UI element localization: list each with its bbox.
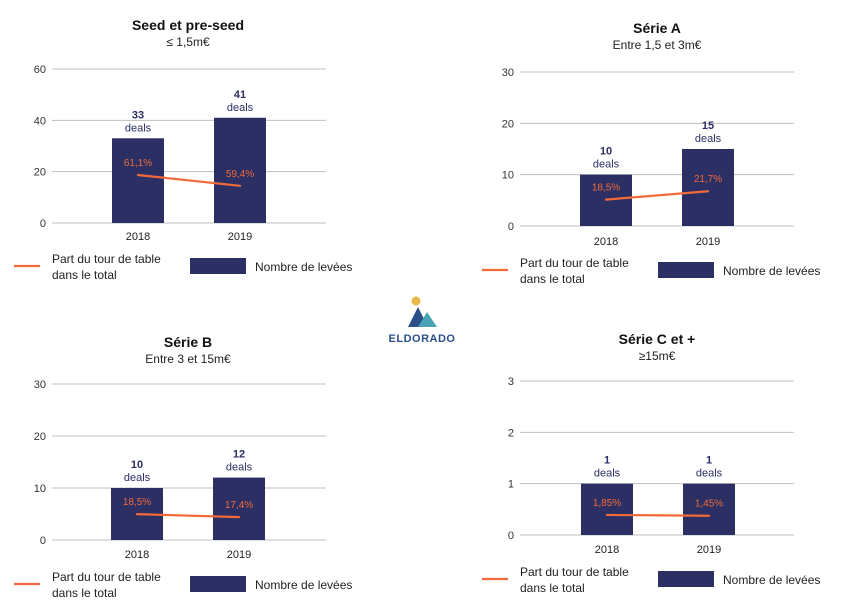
bar (213, 477, 265, 540)
bar-unit-label: deals (695, 133, 722, 145)
legend-bar-label: Nombre de levées (723, 264, 820, 278)
legend-line-label: Part du tour de table (520, 256, 629, 270)
y-tick-label: 30 (502, 67, 514, 79)
bar (683, 483, 735, 535)
bar (682, 149, 734, 226)
bar-value-label: 33 (132, 109, 144, 121)
share-value-label: 17,4% (225, 500, 253, 511)
legend-line-label: dans le total (52, 268, 117, 282)
bar-value-label: 15 (702, 120, 714, 132)
x-tick-label: 2019 (228, 231, 252, 243)
bar-unit-label: deals (594, 468, 621, 480)
y-tick-label: 20 (34, 431, 46, 443)
y-tick-label: 10 (34, 483, 46, 495)
x-tick-label: 2018 (595, 544, 619, 556)
y-tick-label: 2 (508, 427, 514, 439)
chart-subtitle: Entre 3 et 15m€ (145, 352, 231, 366)
y-tick-label: 3 (508, 376, 514, 388)
x-tick-label: 2019 (697, 544, 721, 556)
share-line (135, 513, 241, 519)
bar-value-label: 10 (131, 459, 143, 471)
x-tick-label: 2018 (594, 236, 618, 248)
legend-bar-swatch (190, 576, 246, 592)
bar-unit-label: deals (696, 468, 723, 480)
y-tick-label: 0 (508, 530, 514, 542)
legend-bar-label: Nombre de levées (723, 573, 820, 587)
logo-mountain-light-icon (418, 312, 437, 327)
share-value-label: 1,45% (695, 499, 723, 510)
y-tick-label: 60 (34, 64, 46, 76)
share-value-label: 21,7% (694, 174, 722, 185)
bar-value-label: 1 (706, 455, 712, 467)
chart-panel: Seed et pre-seed≤ 1,5m€020406033deals201… (14, 17, 352, 282)
bar-unit-label: deals (125, 122, 152, 134)
y-tick-label: 20 (502, 118, 514, 130)
legend-bar-label: Nombre de levées (255, 578, 352, 592)
logo-text: ELDORADO (389, 333, 456, 345)
bar-value-label: 1 (604, 455, 610, 467)
bar-unit-label: deals (593, 159, 620, 171)
legend-line-label: dans le total (520, 272, 585, 286)
bar-unit-label: deals (124, 472, 151, 484)
share-value-label: 59,4% (226, 169, 254, 180)
legend-line-label: Part du tour de table (520, 565, 629, 579)
bar-value-label: 10 (600, 146, 612, 158)
chart-title: Seed et pre-seed (132, 17, 244, 33)
chart-subtitle: Entre 1,5 et 3m€ (613, 38, 702, 52)
y-tick-label: 20 (34, 167, 46, 179)
legend-bar-swatch (658, 262, 714, 278)
share-value-label: 1,85% (593, 498, 621, 509)
bar-value-label: 12 (233, 449, 245, 461)
x-tick-label: 2018 (125, 549, 149, 561)
share-value-label: 61,1% (124, 158, 152, 169)
share-line (605, 513, 711, 517)
chart-title: Série C et + (619, 331, 696, 347)
legend-bar-label: Nombre de levées (255, 260, 352, 274)
chart-title: Série A (633, 20, 681, 36)
bar (214, 117, 266, 223)
share-value-label: 18,5% (592, 183, 620, 194)
chart-panel: Série C et +≥15m€01231deals20181deals201… (482, 331, 820, 595)
x-tick-label: 2019 (696, 236, 720, 248)
share-line (136, 173, 242, 187)
bar (112, 138, 164, 223)
bar (581, 483, 633, 535)
share-value-label: 18,5% (123, 497, 151, 508)
legend-bar-swatch (190, 258, 246, 274)
y-tick-label: 30 (34, 379, 46, 391)
y-tick-label: 40 (34, 115, 46, 127)
bar-unit-label: deals (227, 102, 254, 114)
bar-unit-label: deals (226, 462, 253, 474)
legend-line-label: dans le total (520, 581, 585, 595)
y-tick-label: 10 (502, 170, 514, 182)
x-tick-label: 2019 (227, 549, 251, 561)
chart-title: Série B (164, 334, 212, 350)
y-tick-label: 0 (40, 218, 46, 230)
legend-line-label: Part du tour de table (52, 570, 161, 584)
legend-bar-swatch (658, 571, 714, 587)
logo-sun-icon (411, 296, 421, 306)
bar-value-label: 41 (234, 89, 246, 101)
share-line (604, 190, 710, 201)
y-tick-label: 0 (40, 535, 46, 547)
legend-line-label: dans le total (52, 586, 117, 600)
x-tick-label: 2018 (126, 231, 150, 243)
chart-subtitle: ≥15m€ (639, 349, 676, 363)
y-tick-label: 1 (508, 479, 514, 491)
y-tick-label: 0 (508, 221, 514, 233)
eldorado-logo: ELDORADO (389, 296, 456, 345)
legend-line-label: Part du tour de table (52, 252, 161, 266)
chart-subtitle: ≤ 1,5m€ (166, 35, 210, 49)
